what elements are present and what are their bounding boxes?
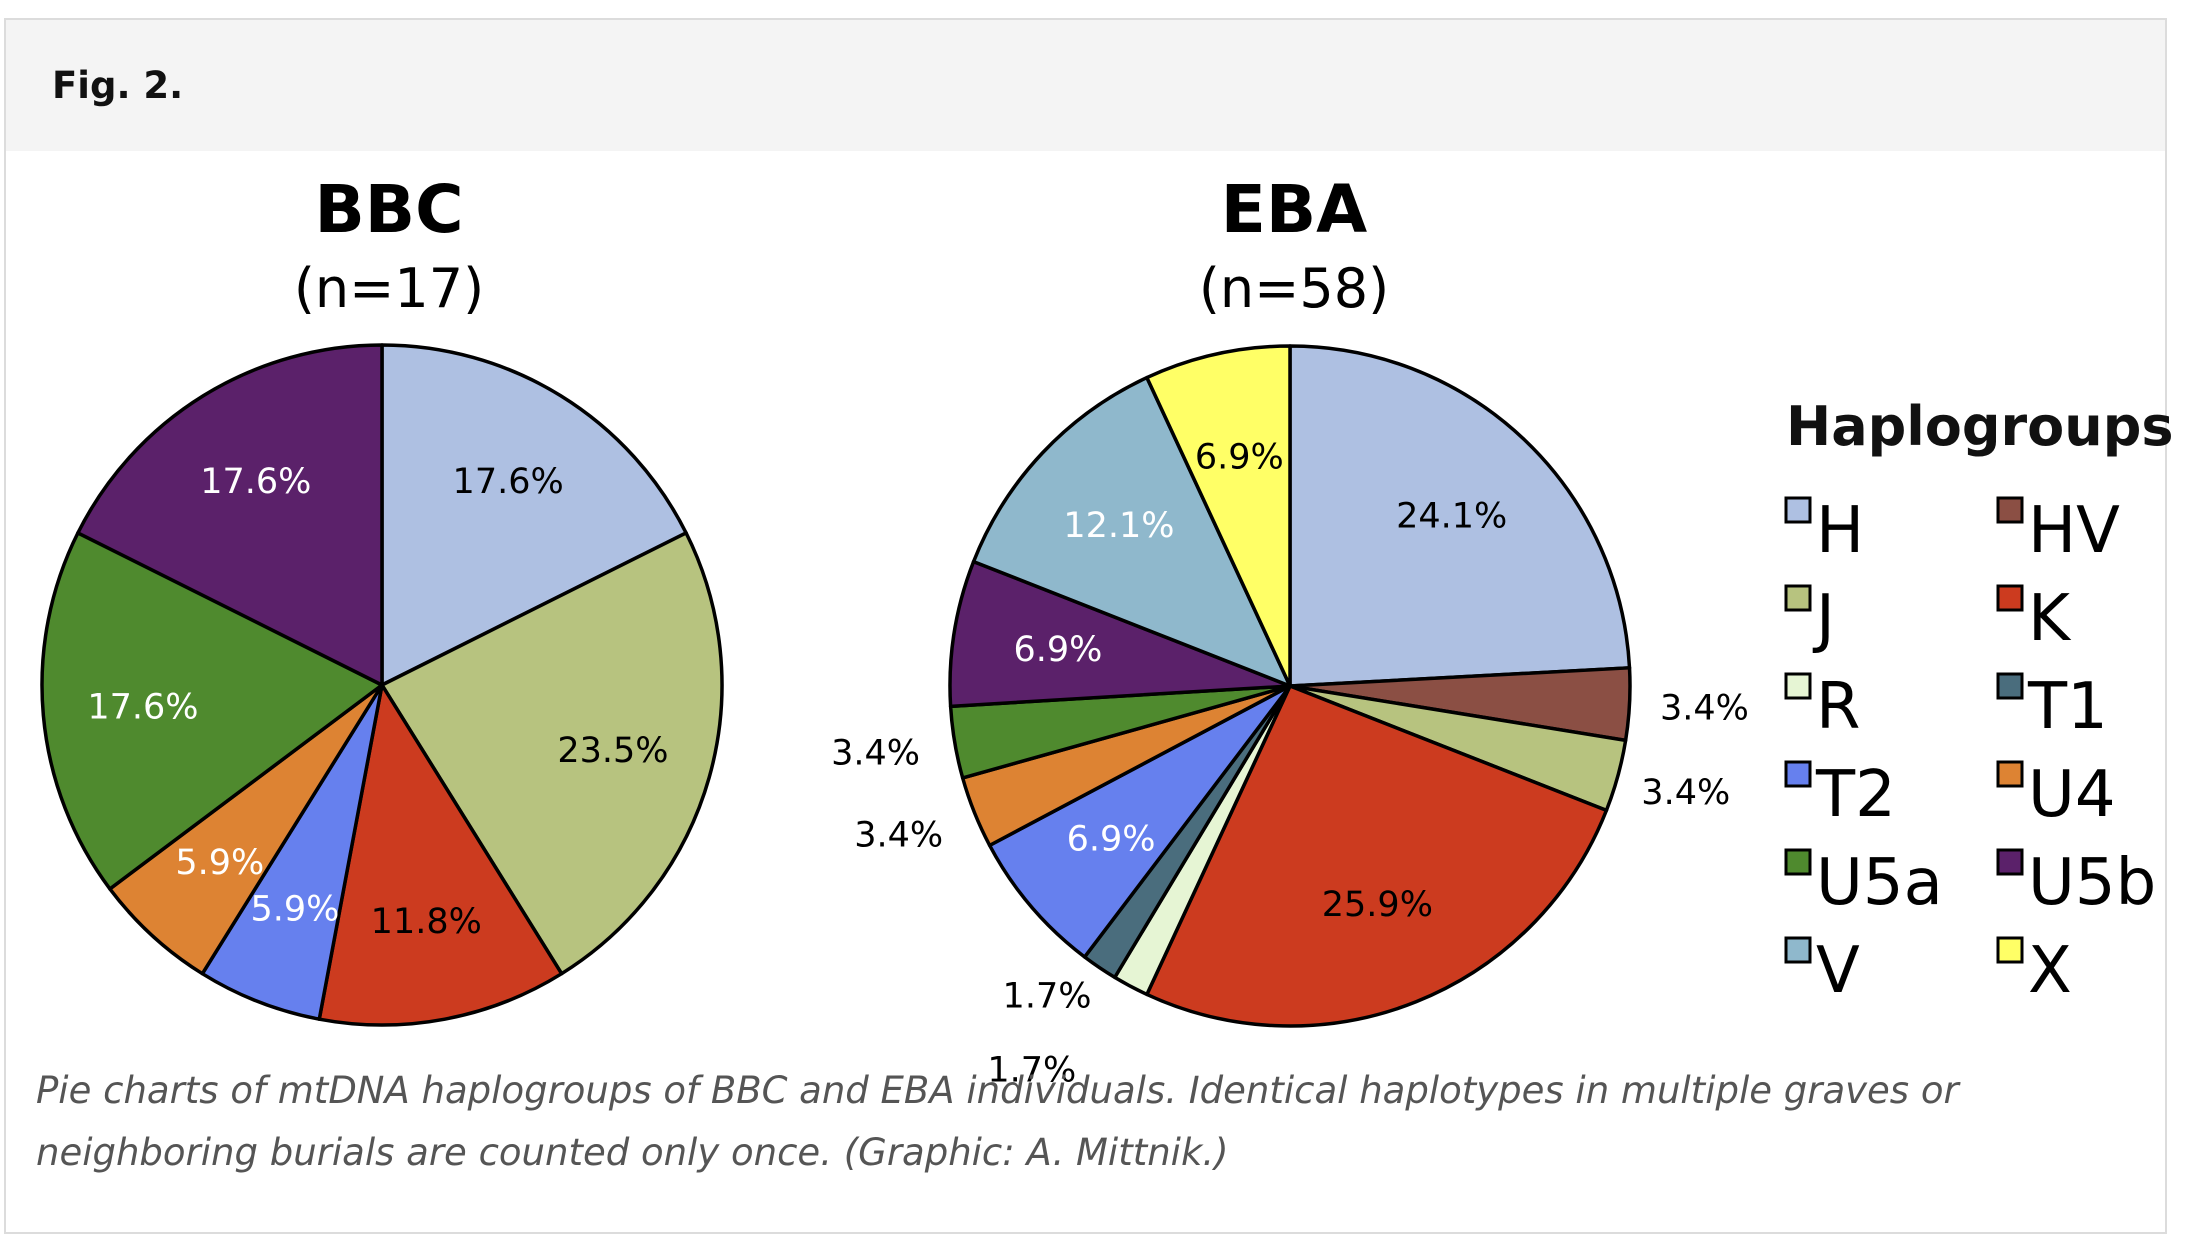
pie-eba-label-hv: 3.4%	[1660, 689, 1749, 729]
legend-swatch-u5a	[1784, 848, 1812, 876]
pie-eba-label-x: 6.9%	[1195, 438, 1284, 478]
figure-label: Fig. 2.	[52, 64, 184, 107]
pie-bbc-label-t2: 5.9%	[251, 890, 340, 930]
chart-title-bbc: BBC	[314, 171, 463, 248]
legend-swatch-j	[1784, 584, 1812, 612]
pie-bbc-label-k: 11.8%	[371, 902, 482, 942]
legend-label-u5b: U5b	[2028, 846, 2156, 920]
pie-eba-label-r: 1.7%	[987, 1051, 1076, 1091]
figure-caption: Pie charts of mtDNA haplogroups of BBC a…	[36, 1060, 2136, 1184]
pie-eba-slice-v	[971, 375, 1292, 688]
pie-eba-label-t1: 1.7%	[1003, 977, 1092, 1017]
chart-subtitle-eba: (n=58)	[1199, 257, 1389, 320]
pie-bbc-label-u5b: 17.6%	[200, 462, 311, 502]
figure-header: Fig. 2.	[6, 20, 2165, 151]
pie-eba-label-v: 12.1%	[1063, 506, 1174, 546]
caption-line-1: Pie charts of mtDNA haplogroups of BBC a…	[36, 1069, 1959, 1112]
legend-swatch-hv	[1996, 496, 2024, 524]
legend-title: Haplogroups	[1786, 395, 2174, 458]
chart-title-eba: EBA	[1221, 171, 1367, 248]
pie-eba-label-u4: 3.4%	[854, 816, 943, 856]
pie-bbc: 17.6% 23.5% 11.8% 5.9% 5.9% 17.6% 17.6%	[40, 343, 724, 1027]
legend-swatch-r	[1784, 672, 1812, 700]
pie-eba-label-u5b: 6.9%	[1013, 630, 1102, 670]
legend-swatch-h	[1784, 496, 1812, 524]
pie-bbc-slice-u5b	[76, 343, 384, 687]
pie-bbc-label-h: 17.6%	[453, 462, 564, 502]
legend-label-t2: T2	[1815, 758, 1896, 832]
pie-bbc-slice-u4	[108, 683, 384, 976]
legend-label-h: H	[1816, 494, 1864, 568]
legend-label-u4: U4	[2028, 758, 2116, 832]
legend-label-k: K	[2028, 582, 2072, 656]
legend-label-j: J	[1812, 582, 1835, 656]
legend-label-v: V	[1816, 934, 1860, 1008]
pie-eba-slice-k	[1145, 684, 1609, 1028]
chart-subtitle-bbc: (n=17)	[294, 257, 484, 320]
legend-label-x: X	[2028, 934, 2072, 1008]
legend-swatch-u4	[1996, 760, 2024, 788]
pie-eba-slice-h	[1288, 344, 1632, 688]
legend-swatch-t1	[1996, 672, 2024, 700]
legend-swatch-t2	[1784, 760, 1812, 788]
pie-bbc-label-u5a: 17.6%	[87, 687, 198, 727]
pie-eba-label-t2: 6.9%	[1067, 819, 1156, 859]
pie-bbc-slice-h	[380, 343, 688, 687]
pie-eba-slice-t2	[987, 684, 1292, 959]
legend-swatch-u5b	[1996, 848, 2024, 876]
pie-eba-label-u5a: 3.4%	[831, 733, 920, 773]
pie-bbc-slice-t2	[200, 683, 384, 1021]
pie-eba-slice-x	[1145, 344, 1292, 688]
legend-swatch-k	[1996, 584, 2024, 612]
caption-line-2: neighboring burials are counted only onc…	[36, 1131, 1229, 1174]
pie-bbc-slice-j	[380, 531, 724, 976]
legend-label-r: R	[1816, 670, 1860, 744]
pie-bbc-label-j: 23.5%	[557, 731, 668, 771]
legend-swatch-x	[1996, 936, 2024, 964]
pie-eba-label-k: 25.9%	[1322, 885, 1433, 925]
legend-label-u5a: U5a	[1816, 846, 1943, 920]
pie-bbc-slice-u5a	[40, 531, 384, 891]
pie-eba-label-j: 3.4%	[1641, 773, 1730, 813]
legend-label-hv: HV	[2028, 494, 2120, 568]
pie-bbc-label-u4: 5.9%	[175, 843, 264, 883]
legend: H HV J K R T1 T2 U4 U5a U5b V X	[1784, 494, 2156, 1008]
pie-eba: 24.1% 3.4% 3.4% 25.9% 1.7% 1.7% 6.9% 3.4% 3.4% 6.…	[831, 344, 1749, 1091]
legend-label-t1: T1	[2027, 670, 2108, 744]
pie-eba-slice-u5b	[948, 559, 1292, 709]
pie-eba-label-h: 24.1%	[1396, 496, 1507, 536]
pie-bbc-slice-k	[317, 683, 564, 1027]
legend-swatch-v	[1784, 936, 1812, 964]
